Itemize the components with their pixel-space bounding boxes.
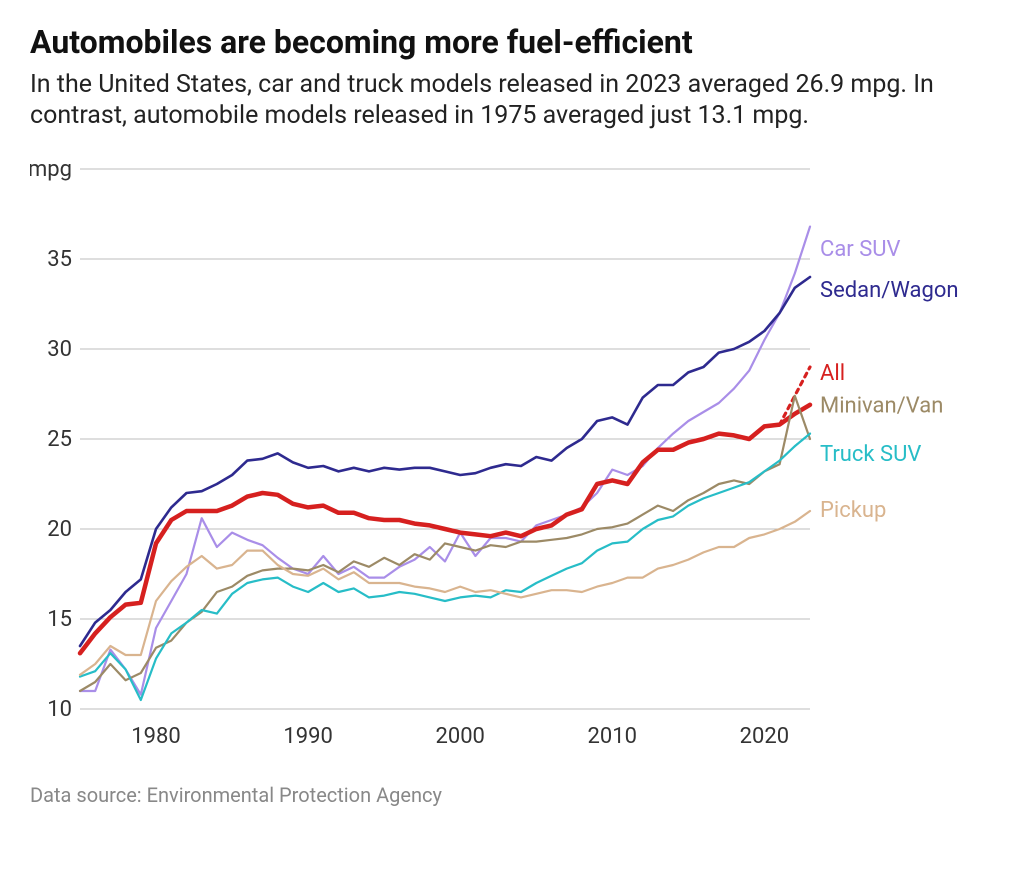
line-chart: 10 15 20 25 30 35 40 mpg 1980 1990 2000 2010 2020 Ca… [30, 149, 990, 769]
series-line [80, 227, 810, 695]
chart-footer: Data source: Environmental Protection Ag… [30, 783, 994, 807]
series-line [80, 277, 810, 646]
y-tick-label: 20 [47, 517, 72, 542]
series-label: Pickup [820, 498, 886, 523]
series-label: Sedan/Wagon [820, 279, 959, 304]
x-tick-label: 2020 [740, 724, 789, 749]
x-tick-label: 1990 [283, 724, 332, 749]
series-line [80, 511, 810, 675]
y-tick-label: 30 [47, 337, 72, 362]
y-tick-label: 25 [47, 427, 72, 452]
x-tick-label: 2010 [588, 724, 637, 749]
y-tick-label: 10 [47, 697, 72, 722]
chart-page: Automobiles are becoming more fuel-effic… [0, 0, 1024, 891]
y-tick-label: 15 [47, 607, 72, 632]
y-tick-label: 35 [47, 247, 72, 272]
series-label: Car SUV [820, 237, 901, 262]
y-tick-label: 40 mpg [30, 157, 72, 182]
series-label: Minivan/Van [820, 394, 943, 419]
chart-subtitle: In the United States, car and truck mode… [30, 69, 994, 132]
x-tick-label: 1980 [131, 724, 180, 749]
chart-container: 10 15 20 25 30 35 40 mpg 1980 1990 2000 2010 2020 Ca… [30, 149, 994, 769]
series-label: Truck SUV [820, 442, 921, 467]
series-label: All [820, 361, 845, 386]
x-tick-label: 2000 [435, 724, 484, 749]
chart-title: Automobiles are becoming more fuel-effic… [30, 24, 994, 61]
